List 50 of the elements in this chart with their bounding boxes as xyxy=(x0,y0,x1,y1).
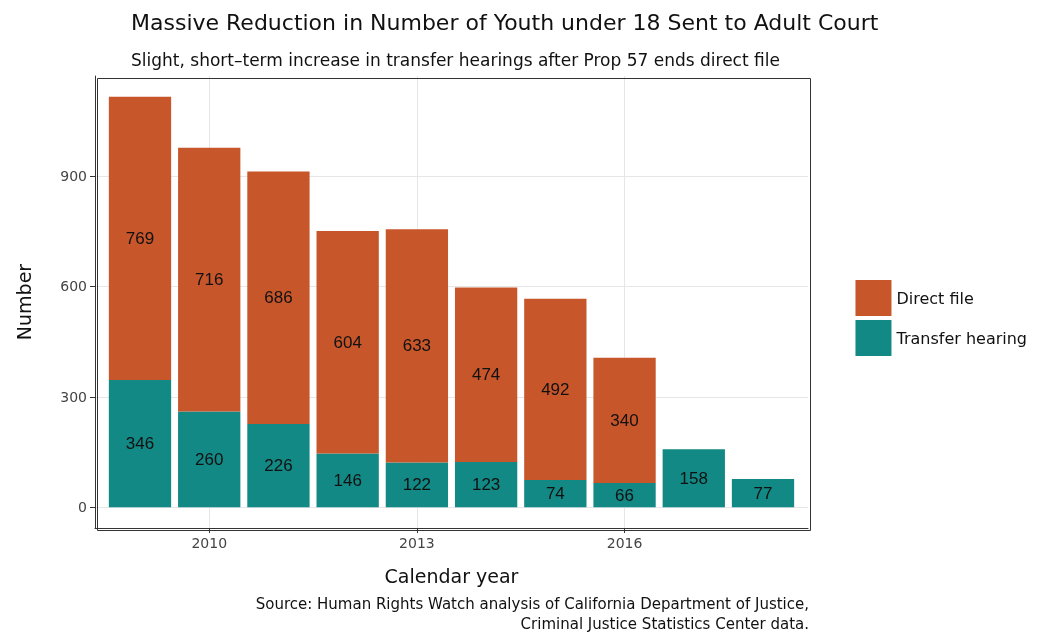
data-label: 146 xyxy=(333,470,362,490)
bar xyxy=(178,411,241,508)
y-tick-label: 900 xyxy=(60,167,87,184)
data-label: 633 xyxy=(402,336,432,356)
legend-label: Transfer hearing xyxy=(895,328,1027,348)
bar xyxy=(731,479,795,508)
chart-subtitle: Slight, short–term increase in transfer hearings after Prop 57 ends direct file xyxy=(131,49,780,70)
data-label: 226 xyxy=(264,456,293,476)
bar xyxy=(524,298,587,481)
bar xyxy=(385,462,449,508)
x-tick-label: 2016 xyxy=(606,535,643,551)
data-label: 492 xyxy=(541,379,570,399)
bar xyxy=(593,483,656,508)
x-tick-label: 2010 xyxy=(191,535,228,551)
bar xyxy=(247,171,310,425)
data-label: 604 xyxy=(333,332,362,352)
bar xyxy=(108,96,172,380)
bar xyxy=(454,287,518,463)
y-tick-label: 600 xyxy=(60,278,87,295)
source-note: Source: Human Rights Watch analysis of California Department of Justice, Criminal Justice Statistics Center data. xyxy=(255,595,809,633)
data-label: 123 xyxy=(471,475,501,495)
bar xyxy=(454,462,518,508)
data-label: 716 xyxy=(195,270,224,290)
data-label: 346 xyxy=(125,434,155,454)
data-label: 686 xyxy=(264,288,293,308)
bar xyxy=(524,480,587,508)
y-axis-title: Number xyxy=(12,263,35,341)
data-label: 66 xyxy=(615,485,635,505)
bar xyxy=(316,231,379,454)
bar xyxy=(178,147,241,412)
bar xyxy=(247,424,310,508)
data-label: 340 xyxy=(610,410,639,430)
data-label: 77 xyxy=(753,483,773,503)
bar xyxy=(662,449,725,508)
bar xyxy=(593,357,656,484)
data-label: 260 xyxy=(195,449,224,469)
bar xyxy=(316,453,379,508)
data-label: 474 xyxy=(471,365,501,385)
y-tick-label: 300 xyxy=(60,388,87,405)
data-label: 74 xyxy=(545,484,565,504)
y-tick-label: 0 xyxy=(78,499,87,516)
chart-title: Massive Reduction in Number of Youth under 18 Sent to Adult Court xyxy=(131,9,879,35)
data-label: 122 xyxy=(402,475,432,495)
data-label: 769 xyxy=(125,228,155,248)
x-tick-label: 2013 xyxy=(399,535,435,551)
bar xyxy=(385,229,449,463)
data-label: 158 xyxy=(679,468,708,488)
legend-label: Direct file xyxy=(896,288,974,308)
bar xyxy=(108,379,172,508)
x-axis-title: Calendar year xyxy=(384,564,519,587)
